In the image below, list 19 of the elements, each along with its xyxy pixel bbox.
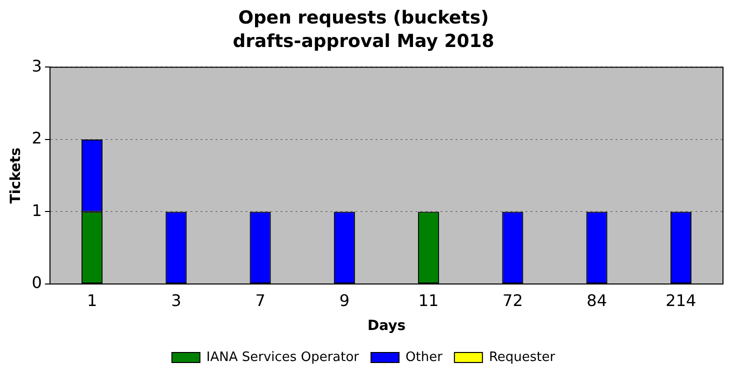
x-tick-label: 214 bbox=[666, 290, 696, 310]
chart-title: Open requests (buckets) bbox=[238, 7, 489, 28]
x-axis-title: Days bbox=[367, 318, 406, 334]
legend-label: IANA Services Operator bbox=[206, 350, 360, 365]
y-tick-label: 3 bbox=[32, 56, 42, 76]
x-tick-label: 11 bbox=[418, 290, 439, 310]
legend-label: Other bbox=[406, 350, 444, 365]
x-tick-label: 84 bbox=[586, 290, 607, 310]
x-tick-label: 9 bbox=[339, 290, 350, 310]
y-axis-title: Tickets bbox=[8, 148, 24, 204]
legend-label: Requester bbox=[488, 350, 556, 365]
chart-subtitle: drafts-approval May 2018 bbox=[232, 31, 494, 52]
x-tick-label: 1 bbox=[86, 290, 98, 310]
x-tick-label: 7 bbox=[255, 290, 266, 310]
y-tick-label: 0 bbox=[32, 273, 42, 292]
y-tick-label: 2 bbox=[32, 128, 42, 148]
x-tick-label: 3 bbox=[171, 290, 182, 310]
x-tick-label: 72 bbox=[502, 290, 523, 310]
y-tick-label: 1 bbox=[32, 200, 42, 220]
